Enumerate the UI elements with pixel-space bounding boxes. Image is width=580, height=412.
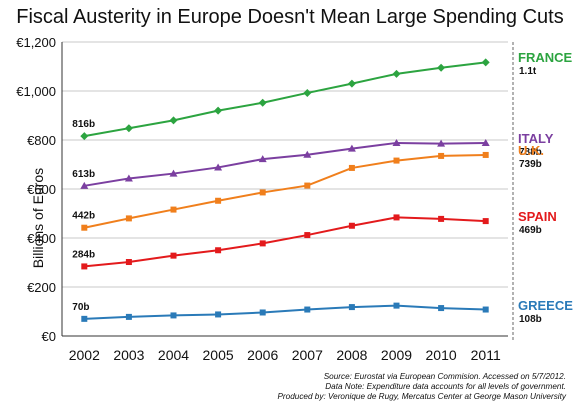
- data-point: [259, 309, 266, 316]
- data-point: [482, 151, 489, 158]
- data-point: [437, 63, 446, 72]
- data-point: [259, 189, 266, 196]
- data-point: [393, 157, 400, 164]
- x-tick-label: 2007: [292, 347, 323, 363]
- data-point: [125, 215, 132, 222]
- data-point: [304, 232, 311, 239]
- data-point: [81, 263, 88, 270]
- data-point: [215, 197, 222, 204]
- y-tick-label: €400: [27, 231, 56, 246]
- end-value-label: 788b: [519, 146, 542, 158]
- series-line: [84, 304, 486, 320]
- data-point: [125, 259, 132, 266]
- data-point: [392, 138, 401, 146]
- legend-label: SPAIN: [518, 209, 557, 225]
- x-tick-label: 2010: [426, 347, 457, 363]
- legend-label: U.K.: [518, 142, 544, 158]
- data-point: [258, 155, 267, 163]
- data-point: [438, 152, 445, 159]
- end-value-label: 469b: [519, 225, 542, 237]
- data-point: [304, 306, 311, 313]
- data-point: [482, 218, 489, 225]
- y-tick-label: €1,200: [16, 35, 56, 50]
- data-point: [215, 247, 222, 254]
- data-point: [438, 305, 445, 312]
- data-point: [124, 174, 133, 182]
- data-point: [348, 222, 355, 229]
- data-point: [124, 124, 133, 133]
- data-point: [214, 163, 223, 171]
- footer-credit: Produced by: Veronique de Rugy, Mercatus…: [277, 392, 566, 401]
- data-point: [125, 313, 132, 320]
- series-line: [84, 153, 486, 229]
- data-point: [170, 312, 177, 319]
- data-point: [393, 214, 400, 221]
- data-point: [169, 116, 178, 125]
- data-point: [169, 169, 178, 177]
- data-point: [258, 98, 267, 107]
- start-value-label: 816b: [72, 119, 95, 130]
- data-point: [259, 240, 266, 247]
- series-line: [84, 216, 486, 268]
- x-tick-label: 2009: [381, 347, 412, 363]
- data-point: [393, 302, 400, 309]
- data-point: [80, 132, 89, 141]
- data-point: [81, 315, 88, 322]
- data-point: [348, 304, 355, 311]
- x-tick-label: 2011: [471, 347, 501, 363]
- chart-footer: Source: Eurostat via European Commision.…: [126, 372, 566, 402]
- data-point: [437, 139, 446, 147]
- start-value-label: 70b: [72, 302, 89, 313]
- x-tick-label: 2003: [113, 347, 144, 363]
- data-point: [170, 206, 177, 213]
- y-tick-label: €600: [27, 182, 56, 197]
- x-tick-label: 2002: [69, 347, 100, 363]
- legend-label: FRANCE: [518, 50, 573, 66]
- data-point: [170, 252, 177, 259]
- start-value-label: 442b: [72, 211, 95, 222]
- data-point: [347, 79, 356, 88]
- y-tick-label: €800: [27, 133, 56, 148]
- legend-label: GREECE: [518, 297, 573, 313]
- data-point: [80, 181, 89, 189]
- data-point: [438, 215, 445, 222]
- x-tick-label: 2004: [158, 347, 189, 363]
- data-point: [81, 224, 88, 231]
- start-value-label: 284b: [72, 249, 95, 260]
- data-point: [303, 150, 312, 158]
- data-point: [481, 138, 490, 146]
- data-point: [215, 311, 222, 318]
- legend-label: ITALY: [518, 130, 554, 146]
- x-tick-label: 2008: [336, 347, 367, 363]
- footer-note: Data Note: Expenditure data accounts for…: [325, 382, 566, 391]
- y-tick-label: €1,000: [16, 84, 56, 99]
- start-value-label: 613b: [72, 169, 95, 180]
- footer-source: Source: Eurostat via European Commision.…: [323, 372, 566, 381]
- x-tick-label: 2006: [247, 347, 278, 363]
- data-point: [392, 69, 401, 78]
- series-line: [84, 141, 486, 187]
- data-point: [482, 306, 489, 313]
- data-point: [481, 58, 490, 67]
- data-point: [348, 164, 355, 171]
- data-point: [304, 182, 311, 189]
- end-value-label: 739b: [519, 158, 542, 170]
- series-line: [84, 61, 486, 138]
- end-value-label: 1.1t: [519, 66, 537, 78]
- y-tick-label: €200: [27, 280, 56, 295]
- data-point: [347, 144, 356, 152]
- end-value-label: 108b: [519, 313, 542, 325]
- data-point: [214, 106, 223, 115]
- x-tick-label: 2005: [203, 347, 234, 363]
- y-tick-label: €0: [42, 329, 56, 344]
- chart-title: Fiscal Austerity in Europe Doesn't Mean …: [16, 6, 564, 28]
- data-point: [303, 88, 312, 97]
